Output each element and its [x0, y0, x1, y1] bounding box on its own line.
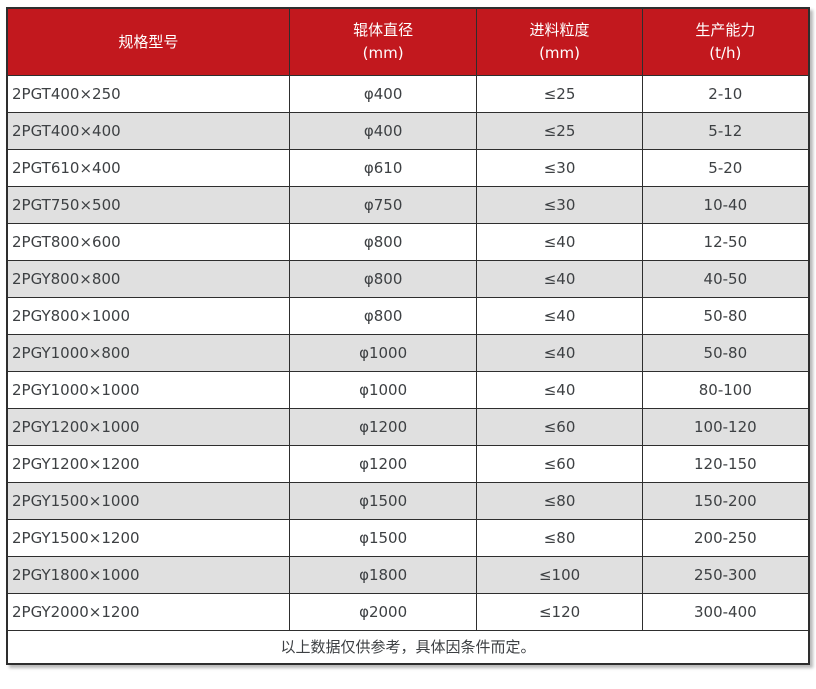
- table-row: 2PGY800×800 φ800 ≤40 40-50: [6, 259, 810, 298]
- table-cell: 100-120: [641, 407, 810, 446]
- table-cell: ≤100: [476, 555, 643, 594]
- table-row: 2PGT800×600 φ800 ≤40 12-50: [6, 222, 810, 261]
- table-cell: 50-80: [641, 296, 810, 335]
- table-cell: 2PGY1800×1000: [6, 555, 290, 594]
- table-cell: 2PGY1000×800: [6, 333, 290, 372]
- table-row: 2PGY800×1000 φ800 ≤40 50-80: [6, 296, 810, 335]
- table-cell: 2PGY1200×1200: [6, 444, 290, 483]
- table-cell: 200-250: [641, 518, 810, 557]
- table-cell: 2PGT400×250: [6, 74, 290, 113]
- table-cell: φ1500: [288, 481, 478, 520]
- table-row: 2PGT400×250 φ400 ≤25 2-10: [6, 74, 810, 113]
- header-label: 进料粒度: [529, 21, 590, 40]
- table-row: 2PGY1200×1000 φ1200 ≤60 100-120: [6, 407, 810, 446]
- table-cell: 2PGT610×400: [6, 148, 290, 187]
- table-cell: ≤40: [476, 222, 643, 261]
- header-unit: (mm): [539, 43, 581, 62]
- table-cell: 2PGY2000×1200: [6, 592, 290, 631]
- table-cell: 5-12: [641, 111, 810, 150]
- table-row: 2PGT750×500 φ750 ≤30 10-40: [6, 185, 810, 224]
- table-cell: φ1500: [288, 518, 478, 557]
- table-cell: 2PGT750×500: [6, 185, 290, 224]
- table-cell: ≤80: [476, 481, 643, 520]
- table-row: 2PGY1500×1200 φ1500 ≤80 200-250: [6, 518, 810, 557]
- table-cell: φ800: [288, 259, 478, 298]
- table-cell: 2-10: [641, 74, 810, 113]
- table-cell: 120-150: [641, 444, 810, 483]
- table-cell: ≤40: [476, 333, 643, 372]
- table-cell: φ750: [288, 185, 478, 224]
- table-cell: 2PGY800×800: [6, 259, 290, 298]
- table-header: 规格型号 辊体直径 (mm) 进料粒度 (mm) 生产能力 (t/h): [6, 7, 810, 76]
- header-label: 辊体直径: [353, 21, 414, 40]
- header-row: 规格型号 辊体直径 (mm) 进料粒度 (mm) 生产能力 (t/h): [6, 7, 810, 76]
- table-row: 2PGY1000×800 φ1000 ≤40 50-80: [6, 333, 810, 372]
- table-cell: ≤30: [476, 148, 643, 187]
- table-cell: 5-20: [641, 148, 810, 187]
- table-cell: 2PGY1500×1200: [6, 518, 290, 557]
- table-cell: φ400: [288, 74, 478, 113]
- table-cell: ≤80: [476, 518, 643, 557]
- table-cell: ≤60: [476, 444, 643, 483]
- table-cell: φ1000: [288, 333, 478, 372]
- table-cell: ≤120: [476, 592, 643, 631]
- table-cell: φ800: [288, 222, 478, 261]
- table-cell: 12-50: [641, 222, 810, 261]
- header-label: 规格型号: [118, 32, 179, 51]
- header-unit: (mm): [362, 43, 404, 62]
- table-cell: 2PGT800×600: [6, 222, 290, 261]
- table-cell: φ1200: [288, 407, 478, 446]
- spec-table: 规格型号 辊体直径 (mm) 进料粒度 (mm) 生产能力 (t/h) 2PGT400×25…: [6, 7, 810, 665]
- table-cell: 2PGY800×1000: [6, 296, 290, 335]
- table-cell: φ610: [288, 148, 478, 187]
- table-cell: 2PGT400×400: [6, 111, 290, 150]
- table-cell: 2PGY1200×1000: [6, 407, 290, 446]
- table-cell: φ800: [288, 296, 478, 335]
- table-row: 2PGY2000×1200 φ2000 ≤120 300-400: [6, 592, 810, 631]
- table-row: 2PGY1000×1000 φ1000 ≤40 80-100: [6, 370, 810, 409]
- table-cell: ≤40: [476, 370, 643, 409]
- header-unit: (t/h): [709, 43, 742, 62]
- table-cell: 250-300: [641, 555, 810, 594]
- table-cell: φ1800: [288, 555, 478, 594]
- table-cell: 150-200: [641, 481, 810, 520]
- table-cell: 2PGY1000×1000: [6, 370, 290, 409]
- table-row: 2PGT610×400 φ610 ≤30 5-20: [6, 148, 810, 187]
- table-cell: ≤25: [476, 74, 643, 113]
- table-footnote: 以上数据仅供参考，具体因条件而定。: [6, 629, 810, 665]
- header-cell: 生产能力 (t/h): [641, 7, 810, 76]
- table-cell: ≤25: [476, 111, 643, 150]
- table-cell: 300-400: [641, 592, 810, 631]
- table-cell: φ2000: [288, 592, 478, 631]
- footnote-row: 以上数据仅供参考，具体因条件而定。: [6, 629, 810, 665]
- table-cell: ≤40: [476, 259, 643, 298]
- table-footer: 以上数据仅供参考，具体因条件而定。: [6, 629, 810, 665]
- table-cell: φ1200: [288, 444, 478, 483]
- header-label: 生产能力: [695, 21, 756, 40]
- header-cell: 规格型号: [6, 7, 290, 76]
- table-cell: ≤40: [476, 296, 643, 335]
- table-row: 2PGT400×400 φ400 ≤25 5-12: [6, 111, 810, 150]
- table-cell: ≤60: [476, 407, 643, 446]
- table-cell: ≤30: [476, 185, 643, 224]
- table-cell: φ400: [288, 111, 478, 150]
- table-cell: 50-80: [641, 333, 810, 372]
- header-cell: 进料粒度 (mm): [476, 7, 643, 76]
- header-cell: 辊体直径 (mm): [288, 7, 478, 76]
- table-row: 2PGY1500×1000 φ1500 ≤80 150-200: [6, 481, 810, 520]
- table-cell: 80-100: [641, 370, 810, 409]
- table-row: 2PGY1200×1200 φ1200 ≤60 120-150: [6, 444, 810, 483]
- table-cell: φ1000: [288, 370, 478, 409]
- table-cell: 40-50: [641, 259, 810, 298]
- table-row: 2PGY1800×1000 φ1800 ≤100 250-300: [6, 555, 810, 594]
- table-cell: 2PGY1500×1000: [6, 481, 290, 520]
- table-cell: 10-40: [641, 185, 810, 224]
- table-body: 2PGT400×250 φ400 ≤25 2-10 2PGT400×400 φ400 ≤25…: [6, 74, 810, 631]
